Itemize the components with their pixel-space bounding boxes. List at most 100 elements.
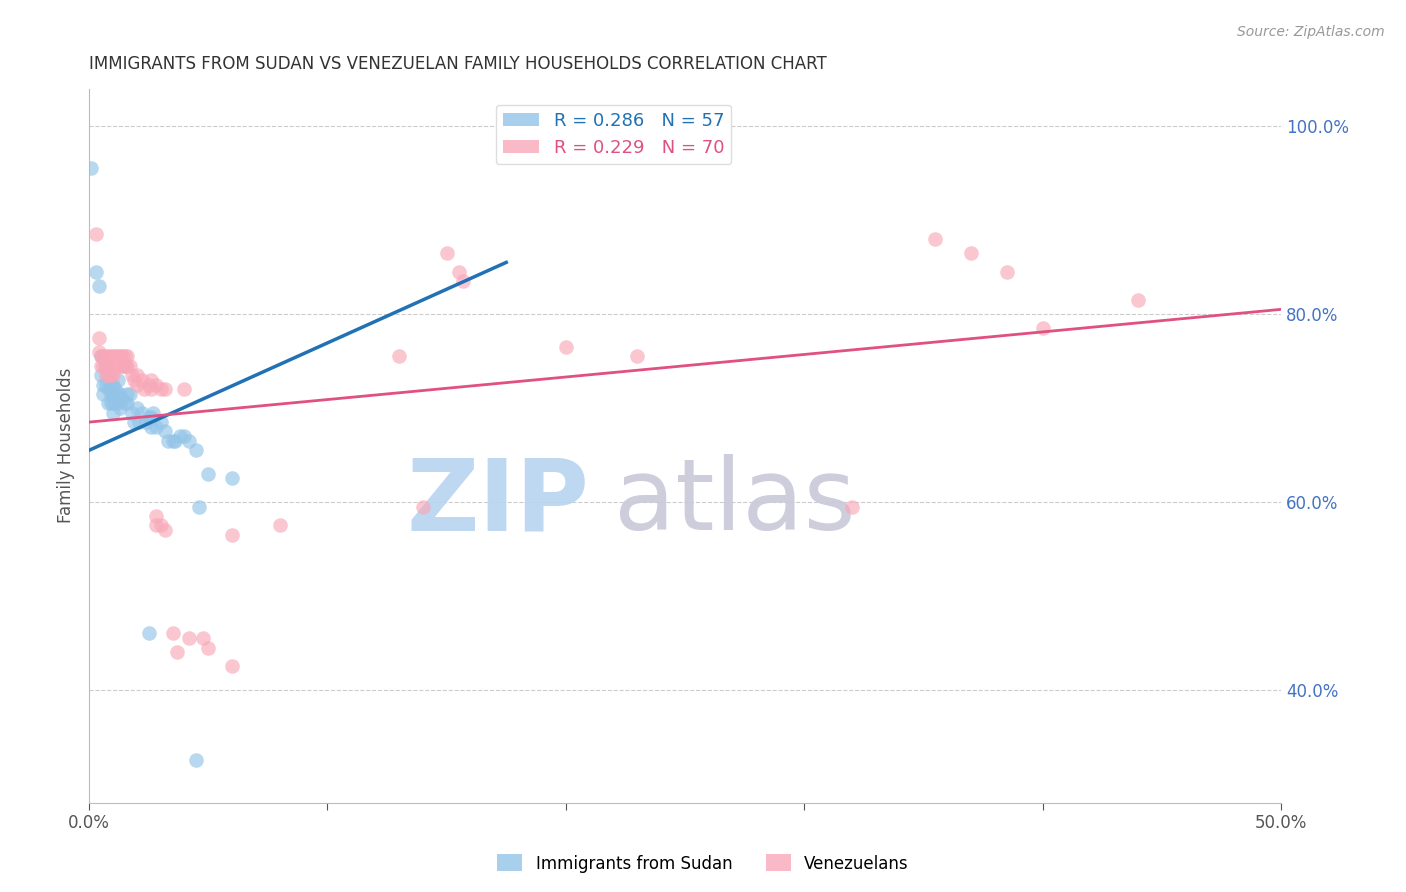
Point [163, 434, 186, 448]
Point [995, 265, 1018, 279]
Point [128, 415, 150, 429]
Point [93, 387, 115, 401]
Point [145, 509, 167, 524]
Point [101, 396, 124, 410]
Point [93, 377, 115, 392]
Point [173, 429, 195, 443]
Point [90, 349, 112, 363]
Point [97, 382, 120, 396]
Point [87, 330, 110, 344]
Point [436, 246, 458, 260]
Point [87, 278, 110, 293]
Text: ZIP: ZIP [406, 454, 589, 551]
Point [412, 500, 434, 514]
Point [841, 500, 863, 514]
Point [84, 265, 107, 279]
Point [145, 419, 167, 434]
Point [166, 645, 188, 659]
Point [115, 349, 138, 363]
Point [108, 387, 131, 401]
Point [97, 368, 120, 383]
Point [269, 518, 291, 533]
Legend: R = 0.286   N = 57, R = 0.229   N = 70: R = 0.286 N = 57, R = 0.229 N = 70 [496, 104, 731, 164]
Point [97, 368, 120, 383]
Point [155, 382, 177, 396]
Point [139, 382, 162, 396]
Point [90, 359, 112, 373]
Point [90, 349, 112, 363]
Point [125, 377, 148, 392]
Point [100, 396, 122, 410]
Point [80, 161, 103, 176]
Point [121, 406, 143, 420]
Point [101, 359, 124, 373]
Point [155, 523, 177, 537]
Point [131, 373, 153, 387]
Point [100, 349, 122, 363]
Point [221, 659, 243, 673]
Point [169, 429, 191, 443]
Point [139, 410, 162, 425]
Point [114, 349, 136, 363]
Point [114, 359, 136, 373]
Point [118, 359, 141, 373]
Point [118, 387, 141, 401]
Point [388, 349, 411, 363]
Point [114, 396, 136, 410]
Point [94, 349, 117, 363]
Text: Source: ZipAtlas.com: Source: ZipAtlas.com [1237, 25, 1385, 39]
Point [139, 373, 162, 387]
Point [125, 368, 148, 383]
Y-axis label: Family Households: Family Households [58, 368, 75, 524]
Point [101, 387, 124, 401]
Point [193, 631, 215, 645]
Point [179, 434, 201, 448]
Point [111, 359, 134, 373]
Point [221, 528, 243, 542]
Point [114, 359, 136, 373]
Point [94, 368, 117, 383]
Point [115, 396, 138, 410]
Point [115, 359, 138, 373]
Point [186, 443, 208, 458]
Point [111, 392, 134, 406]
Point [101, 406, 124, 420]
Point [187, 500, 209, 514]
Point [447, 265, 470, 279]
Legend: Immigrants from Sudan, Venezuelans: Immigrants from Sudan, Venezuelans [491, 847, 915, 880]
Point [186, 753, 208, 767]
Point [162, 434, 184, 448]
Point [107, 396, 129, 410]
Point [142, 406, 165, 420]
Point [107, 373, 129, 387]
Point [145, 518, 167, 533]
Point [179, 631, 201, 645]
Point [107, 349, 129, 363]
Point [138, 626, 160, 640]
Point [124, 415, 146, 429]
Point [97, 396, 120, 410]
Point [101, 368, 124, 383]
Text: IMMIGRANTS FROM SUDAN VS VENEZUELAN FAMILY HOUSEHOLDS CORRELATION CHART: IMMIGRANTS FROM SUDAN VS VENEZUELAN FAMI… [89, 55, 827, 73]
Point [115, 387, 138, 401]
Point [960, 246, 983, 260]
Point [162, 626, 184, 640]
Point [93, 349, 115, 363]
Point [626, 349, 648, 363]
Point [145, 377, 167, 392]
Point [104, 396, 127, 410]
Point [90, 368, 112, 383]
Point [84, 227, 107, 242]
Point [107, 359, 129, 373]
Point [125, 401, 148, 415]
Point [104, 382, 127, 396]
Point [108, 359, 131, 373]
Point [197, 467, 219, 481]
Point [100, 377, 122, 392]
Point [100, 387, 122, 401]
Point [97, 359, 120, 373]
Point [1032, 321, 1054, 335]
Point [121, 368, 143, 383]
Point [100, 368, 122, 383]
Point [132, 382, 155, 396]
